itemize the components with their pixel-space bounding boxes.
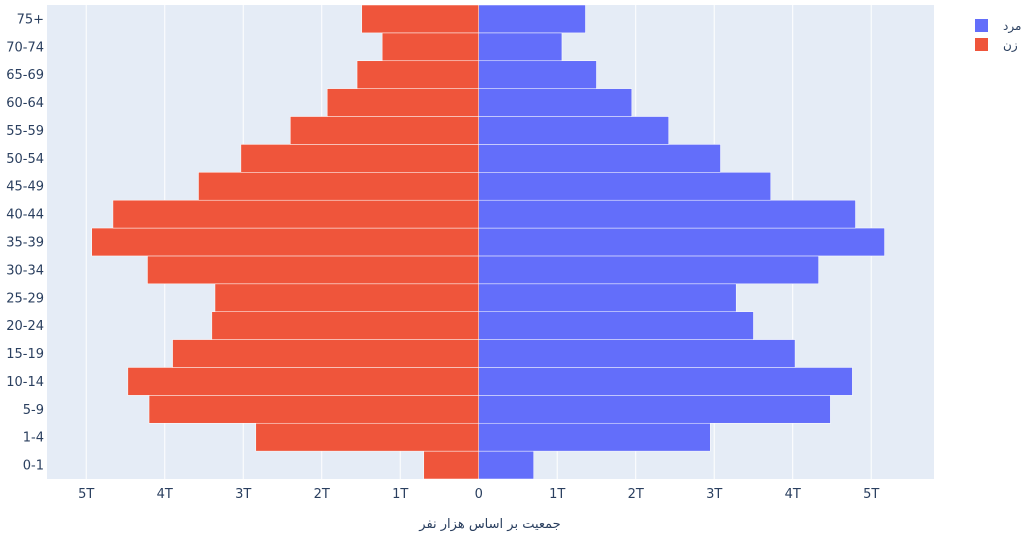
x-axis-title: جمعیت بر اساس هزار نفر	[418, 517, 560, 532]
bar[interactable]	[255, 422, 479, 452]
legend-label: مرد	[1003, 19, 1021, 34]
bar[interactable]	[478, 32, 563, 62]
legend-swatch	[975, 19, 988, 32]
y-tick-label: 40-44	[6, 208, 44, 223]
bar[interactable]	[478, 283, 737, 312]
bar[interactable]	[478, 199, 856, 229]
x-tick-label: 1T	[392, 487, 408, 502]
y-tick-label: 10-14	[6, 375, 44, 390]
bar[interactable]	[478, 255, 819, 285]
y-tick-labels: 0-1 1-4 5-9 10-14 15-19 20-24 25-29 30-34 35-39 4…	[6, 12, 44, 473]
x-tick-label: 3T	[706, 487, 722, 502]
bars	[91, 4, 885, 480]
bar[interactable]	[478, 144, 721, 173]
bar[interactable]	[172, 339, 479, 368]
bar[interactable]	[211, 311, 479, 340]
y-tick-label: 75+	[17, 12, 44, 27]
legend-item[interactable]: زن	[975, 38, 1018, 53]
x-tick-label: 2T	[628, 487, 644, 502]
bar[interactable]	[478, 311, 754, 340]
bar[interactable]	[214, 283, 479, 312]
y-tick-label: 35-39	[6, 236, 44, 251]
legend-item[interactable]: مرد	[975, 19, 1021, 34]
x-tick-label: 4T	[157, 487, 173, 502]
legend[interactable]: مرد زن	[975, 19, 1021, 53]
bar[interactable]	[356, 60, 479, 89]
y-tick-label: 45-49	[6, 180, 44, 195]
bar[interactable]	[147, 255, 479, 285]
bar[interactable]	[198, 172, 479, 201]
bar[interactable]	[478, 339, 796, 368]
x-tick-label: 2T	[314, 487, 330, 502]
bar[interactable]	[423, 450, 479, 480]
x-tick-label: 3T	[235, 487, 251, 502]
bar[interactable]	[240, 144, 479, 173]
bar[interactable]	[478, 88, 633, 117]
bar[interactable]	[127, 367, 479, 396]
y-tick-label: 55-59	[6, 124, 44, 139]
bar[interactable]	[478, 450, 534, 480]
y-tick-label: 15-19	[6, 347, 44, 362]
x-tick-labels: 5T 4T 3T 2T 1T 0 1T 2T 3T 4T 5T	[78, 487, 879, 502]
y-tick-label: 60-64	[6, 96, 44, 111]
bar[interactable]	[478, 4, 586, 34]
bar[interactable]	[112, 199, 479, 229]
y-tick-label: 50-54	[6, 152, 44, 167]
bar[interactable]	[148, 395, 479, 424]
bar[interactable]	[478, 395, 831, 424]
x-tick-label: 0	[475, 487, 483, 502]
y-tick-label: 5-9	[23, 403, 44, 418]
y-tick-label: 20-24	[6, 319, 44, 334]
y-tick-label: 65-69	[6, 68, 44, 83]
y-tick-label: 25-29	[6, 291, 44, 306]
x-tick-label: 5T	[78, 487, 94, 502]
y-tick-label: 70-74	[6, 40, 44, 55]
legend-swatch	[975, 38, 988, 51]
bar[interactable]	[478, 172, 771, 201]
y-tick-label: 1-4	[23, 431, 44, 446]
x-tick-label: 4T	[785, 487, 801, 502]
bar[interactable]	[290, 116, 479, 145]
bar[interactable]	[478, 422, 711, 452]
bar[interactable]	[478, 116, 669, 145]
x-tick-label: 5T	[863, 487, 879, 502]
x-tick-label: 1T	[549, 487, 565, 502]
bar[interactable]	[326, 88, 479, 117]
bar[interactable]	[361, 4, 479, 34]
bar[interactable]	[478, 227, 885, 257]
y-tick-label: 0-1	[23, 459, 44, 474]
bar[interactable]	[478, 367, 853, 396]
bar[interactable]	[381, 32, 479, 62]
bar[interactable]	[91, 227, 479, 257]
y-tick-label: 30-34	[6, 263, 44, 278]
bar[interactable]	[478, 60, 597, 89]
legend-label: زن	[1003, 38, 1018, 53]
